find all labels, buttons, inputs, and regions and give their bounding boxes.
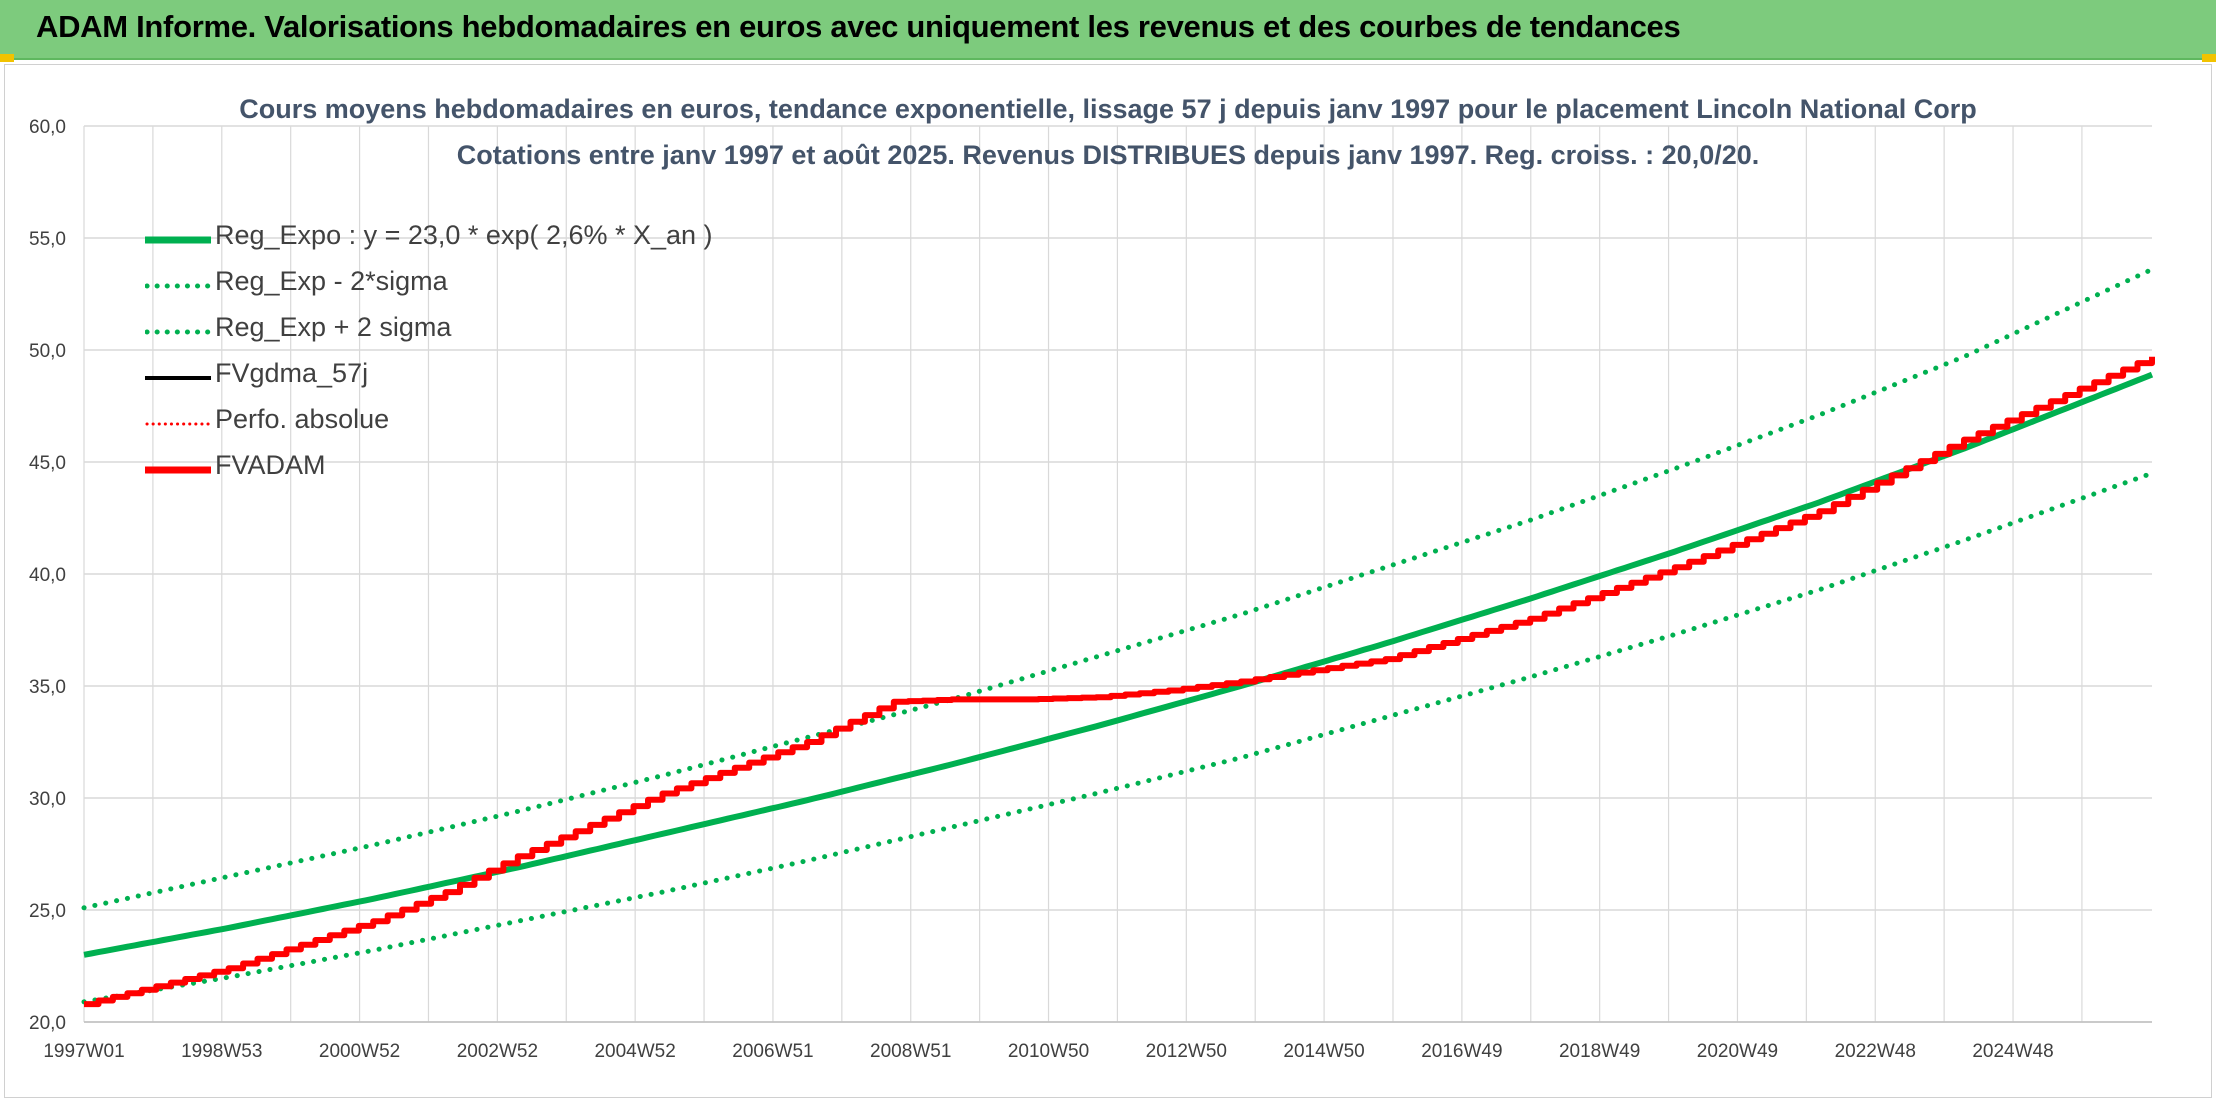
x-tick-label: 2002W52 <box>457 1041 538 1062</box>
x-tick-label: 2020W49 <box>1697 1041 1778 1062</box>
gridlines <box>83 125 2152 1023</box>
series-lines <box>81 266 2155 1008</box>
chart-title: Cours moyens hebdomadaires en euros, ten… <box>239 94 1977 124</box>
x-tick-label: 2000W52 <box>319 1041 400 1062</box>
y-tick-label: 20,0 <box>29 1013 66 1034</box>
y-tick-label: 25,0 <box>29 901 66 922</box>
legend-label: Reg_Exp + 2 sigma <box>215 312 452 342</box>
corner-marker-right <box>2202 54 2216 62</box>
report-banner: ADAM Informe. Valorisations hebdomadaire… <box>0 0 2216 60</box>
x-tick-label: 2012W50 <box>1146 1041 1227 1062</box>
legend-label: FVADAM <box>215 450 326 480</box>
x-tick-label: 1997W01 <box>43 1041 124 1062</box>
x-tick-label: 2022W48 <box>1835 1041 1916 1062</box>
legend-label: FVgdma_57j <box>215 358 369 388</box>
series-line-fvadam <box>84 356 2155 1008</box>
legend-swatch-solid-black <box>145 376 211 380</box>
legend-label: Reg_Exp - 2*sigma <box>215 266 448 296</box>
legend-swatch-dotted-green <box>145 329 211 335</box>
series-line-reg-exp-plus-2sigma <box>81 266 2155 911</box>
axes: 60,0 55,0 50,0 45,0 40,0 35,0 30,0 25,0 20,0 1997… <box>29 117 2152 1062</box>
x-tick-label: 2008W51 <box>870 1041 951 1062</box>
legend-swatch-dotted-green <box>145 283 211 289</box>
y-tick-label: 45,0 <box>29 453 66 474</box>
x-tick-label: 2010W50 <box>1008 1041 1089 1062</box>
legend-label: Reg_Expo : y = 23,0 * exp( 2,6% * X_an ) <box>215 220 713 250</box>
series-line-reg-expo <box>83 371 2154 958</box>
y-tick-label: 60,0 <box>29 117 66 138</box>
x-tick-label: 2006W51 <box>732 1041 813 1062</box>
x-tick-label: 1998W53 <box>181 1041 262 1062</box>
x-tick-label: 2004W52 <box>594 1041 675 1062</box>
legend-swatch-solid-red <box>145 466 211 474</box>
chart-subtitle: Cotations entre janv 1997 et août 2025. … <box>456 140 1760 170</box>
series-line-reg-exp-minus-2sigma <box>81 470 2155 1005</box>
x-tick-label: 2014W50 <box>1283 1041 1364 1062</box>
corner-marker-left <box>0 54 14 62</box>
x-tick-label: 2018W49 <box>1559 1041 1640 1062</box>
y-tick-label: 30,0 <box>29 789 66 810</box>
y-tick-label: 35,0 <box>29 677 66 698</box>
x-tick-label: 2016W49 <box>1421 1041 1502 1062</box>
y-tick-label: 40,0 <box>29 565 66 586</box>
legend-swatch-dotted-red <box>145 422 211 426</box>
legend-label: Perfo. absolue <box>215 404 390 434</box>
legend-swatch-solid-green <box>145 236 211 244</box>
report-title: ADAM Informe. Valorisations hebdomadaire… <box>36 9 1681 44</box>
x-tick-label: 2024W48 <box>1972 1041 2053 1062</box>
y-tick-label: 50,0 <box>29 341 66 362</box>
y-tick-label: 55,0 <box>29 229 66 250</box>
